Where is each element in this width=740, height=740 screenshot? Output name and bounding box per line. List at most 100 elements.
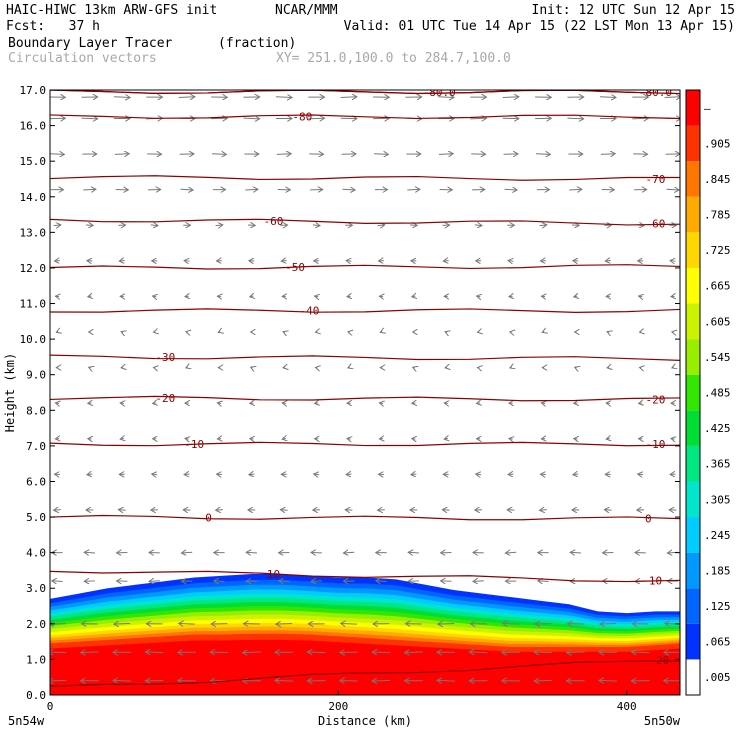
wind-vector bbox=[180, 189, 194, 190]
wind-vector bbox=[377, 225, 385, 226]
colorbar-swatch bbox=[686, 623, 700, 660]
wind-vector bbox=[379, 403, 383, 404]
colorbar-swatch bbox=[686, 196, 700, 233]
wind-vector bbox=[243, 118, 260, 119]
contour-line bbox=[50, 264, 680, 270]
wind-vector bbox=[438, 623, 455, 624]
colorbar-swatch bbox=[686, 303, 700, 340]
y-tick-label: 14.0 bbox=[20, 191, 47, 204]
wind-vector bbox=[672, 367, 674, 368]
field1-units: (fraction) bbox=[218, 36, 297, 51]
wind-vector bbox=[378, 510, 385, 511]
wind-vector bbox=[276, 154, 291, 155]
wind-vector bbox=[666, 189, 679, 190]
wind-vector bbox=[113, 680, 132, 681]
colorbar-label: .245 bbox=[704, 529, 731, 542]
wind-vector bbox=[149, 581, 160, 582]
wind-vector bbox=[114, 154, 129, 155]
contour-label: -20 bbox=[646, 394, 666, 407]
colorbar-label: .425 bbox=[704, 422, 731, 435]
wind-vector bbox=[474, 225, 482, 226]
wind-vector bbox=[569, 189, 582, 190]
contour-label: -80 bbox=[292, 111, 312, 124]
wind-vector bbox=[469, 652, 488, 653]
colorbar-label: .485 bbox=[704, 387, 731, 400]
contour-label: -20 bbox=[155, 392, 175, 405]
header-fcst: Fcst: 37 h bbox=[6, 19, 100, 34]
axes: 0.0 1.0 2.0 3.0 4.0 5.0 6.0 7.0 8.0 9.0 10.0 11.0 12… bbox=[3, 84, 681, 728]
y-tick-label: 3.0 bbox=[26, 582, 46, 595]
x-axis-title: Distance (km) bbox=[318, 714, 412, 728]
wind-vector bbox=[281, 260, 287, 261]
y-tick-label: 1.0 bbox=[26, 653, 46, 666]
wind-vector bbox=[54, 510, 61, 511]
colorbar-swatch bbox=[686, 339, 700, 375]
wind-vector bbox=[87, 474, 93, 475]
y-tick-label: 5.0 bbox=[26, 511, 46, 524]
wind-vector bbox=[632, 118, 648, 119]
wind-vector bbox=[407, 189, 420, 190]
wind-vector bbox=[477, 296, 481, 297]
wind-vector bbox=[246, 552, 258, 553]
plot-area: 20 10 10 0 0 -10 -10 -20 -20 -30 -40 -50 -60 -60 -70 -8… bbox=[50, 86, 680, 695]
contour-label: 10 bbox=[649, 575, 662, 588]
colorbar: .005 .065 .125 .185 .245 .305 .365 .425 .485 .545… bbox=[685, 89, 731, 696]
wind-vector bbox=[508, 260, 514, 261]
wind-vector bbox=[307, 652, 326, 653]
wind-vector bbox=[340, 97, 357, 98]
wind-vector bbox=[185, 438, 189, 439]
contour-label: 20 bbox=[656, 654, 669, 667]
wind-vector bbox=[341, 623, 357, 624]
wind-vector bbox=[81, 652, 99, 653]
wind-vector bbox=[275, 680, 294, 681]
wind-vector bbox=[639, 403, 643, 404]
wind-vector bbox=[670, 260, 676, 261]
wind-vector bbox=[437, 97, 454, 98]
wind-vector bbox=[251, 367, 253, 368]
wind-vector bbox=[470, 118, 486, 119]
circulation-vectors bbox=[50, 97, 680, 681]
wind-vector bbox=[84, 552, 96, 553]
wind-vector bbox=[214, 581, 225, 582]
colorbar-label: .605 bbox=[704, 315, 731, 328]
wind-vector bbox=[600, 623, 617, 624]
wind-vector bbox=[605, 260, 611, 261]
colorbar-label: .845 bbox=[704, 173, 731, 186]
colorbar-label: .725 bbox=[704, 244, 731, 257]
colorbar-label: .785 bbox=[704, 209, 731, 222]
wind-vector bbox=[503, 623, 519, 624]
wind-vector bbox=[211, 154, 226, 155]
wind-vector bbox=[282, 438, 286, 439]
colorbar-label: .665 bbox=[704, 280, 731, 293]
wind-vector bbox=[346, 260, 352, 261]
contour-line bbox=[50, 514, 680, 521]
y-tick-label: 17.0 bbox=[20, 84, 47, 97]
header-org: NCAR/MMM bbox=[275, 3, 338, 18]
wind-vector bbox=[671, 438, 675, 439]
contour-line bbox=[50, 660, 680, 687]
y-tick-label: 2.0 bbox=[26, 618, 46, 631]
wind-vector bbox=[599, 97, 616, 98]
wind-vector bbox=[118, 510, 126, 511]
wind-vector bbox=[444, 438, 448, 439]
tracer-core bbox=[50, 639, 680, 695]
header-valid: Valid: 01 UTC Tue 14 Apr 15 (22 LST Mon … bbox=[343, 19, 735, 34]
contour-label: -10 bbox=[184, 438, 204, 451]
colorbar-swatch bbox=[686, 374, 700, 411]
wind-vector bbox=[150, 225, 158, 226]
contour-label: -80.0 bbox=[639, 86, 672, 99]
contour-line bbox=[50, 570, 680, 583]
colorbar-swatch bbox=[686, 125, 700, 162]
wind-vector bbox=[442, 510, 450, 511]
wind-vector bbox=[181, 552, 193, 553]
colorbar-label: .905 bbox=[704, 137, 731, 150]
wind-vector bbox=[604, 510, 612, 511]
x-tick-label: 200 bbox=[328, 700, 348, 713]
colorbar-swatch bbox=[686, 267, 700, 304]
wind-vector bbox=[607, 332, 609, 333]
wind-vector bbox=[276, 623, 293, 624]
wind-vector bbox=[631, 652, 650, 653]
wind-vector bbox=[574, 296, 578, 297]
wind-vector bbox=[373, 154, 388, 155]
